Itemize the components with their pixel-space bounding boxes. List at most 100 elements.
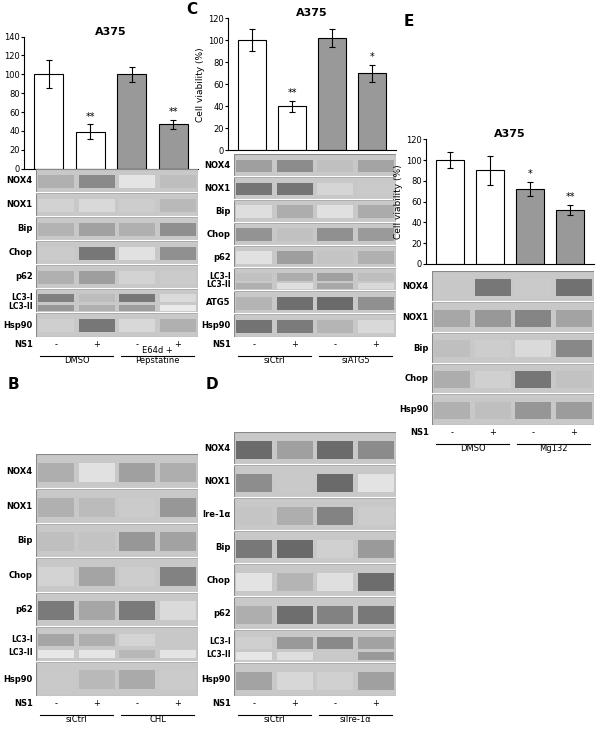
Bar: [119, 223, 155, 236]
Bar: [317, 507, 353, 525]
Bar: [277, 507, 313, 525]
Bar: [236, 637, 272, 649]
Text: Chop: Chop: [9, 571, 33, 580]
Text: Hsp90: Hsp90: [202, 321, 231, 331]
Bar: [317, 605, 353, 624]
Bar: [317, 671, 353, 690]
Bar: [317, 572, 353, 591]
Bar: [278, 106, 306, 150]
Text: Bip: Bip: [215, 207, 231, 216]
Text: siCtrl: siCtrl: [263, 715, 286, 724]
Text: Bip: Bip: [17, 224, 33, 233]
Text: LC3-I: LC3-I: [209, 638, 231, 647]
Text: p62: p62: [213, 609, 231, 619]
Bar: [476, 171, 504, 264]
Bar: [79, 601, 115, 620]
Text: D: D: [206, 377, 218, 392]
Text: LC3-II: LC3-II: [8, 302, 33, 311]
Bar: [358, 441, 394, 459]
Bar: [79, 271, 115, 284]
Text: Bip: Bip: [413, 344, 429, 353]
Bar: [277, 539, 313, 558]
Bar: [236, 605, 272, 624]
Bar: [277, 320, 313, 333]
Text: +: +: [292, 340, 298, 349]
Bar: [160, 199, 196, 212]
Bar: [79, 498, 115, 517]
Bar: [38, 223, 74, 236]
Bar: [38, 671, 74, 690]
Bar: [515, 402, 551, 419]
Text: NOX1: NOX1: [7, 200, 33, 209]
Text: NS1: NS1: [14, 699, 33, 708]
Text: siIre-1α: siIre-1α: [340, 715, 371, 724]
Text: Bip: Bip: [215, 543, 231, 553]
Bar: [556, 371, 592, 388]
Bar: [277, 572, 313, 591]
Bar: [556, 340, 592, 358]
Bar: [79, 532, 115, 551]
Bar: [119, 634, 155, 647]
Bar: [160, 319, 196, 332]
Bar: [556, 279, 592, 296]
Bar: [358, 671, 394, 690]
Text: +: +: [175, 699, 181, 708]
Bar: [317, 297, 353, 309]
Text: p62: p62: [15, 273, 33, 281]
Y-axis label: Cell viability (%): Cell viability (%): [196, 47, 205, 122]
Text: **: **: [169, 107, 178, 117]
Bar: [38, 567, 74, 586]
Bar: [434, 340, 470, 358]
Bar: [119, 247, 155, 260]
Bar: [475, 309, 511, 327]
Bar: [160, 532, 196, 551]
Bar: [38, 247, 74, 260]
Text: LC3-I: LC3-I: [209, 272, 231, 281]
Text: NOX4: NOX4: [205, 161, 231, 170]
Bar: [236, 507, 272, 525]
Bar: [119, 305, 155, 311]
Text: -: -: [136, 699, 139, 708]
Title: A375: A375: [296, 8, 328, 18]
Bar: [119, 174, 155, 188]
Bar: [236, 652, 272, 660]
Bar: [515, 309, 551, 327]
Bar: [358, 652, 394, 660]
Bar: [358, 251, 394, 264]
Text: NOX1: NOX1: [205, 477, 231, 487]
Bar: [38, 649, 74, 658]
Bar: [119, 532, 155, 551]
Text: E: E: [404, 15, 414, 29]
Bar: [515, 340, 551, 358]
Bar: [277, 652, 313, 660]
Bar: [38, 498, 74, 517]
Text: C: C: [186, 2, 197, 18]
Text: -: -: [334, 699, 337, 708]
Bar: [317, 637, 353, 649]
Y-axis label: Cell viability (%): Cell viability (%): [394, 164, 403, 239]
Text: siATG5: siATG5: [341, 356, 370, 365]
Bar: [160, 634, 196, 647]
Bar: [358, 160, 394, 172]
Text: +: +: [373, 340, 379, 349]
Bar: [277, 605, 313, 624]
Bar: [277, 474, 313, 492]
Bar: [317, 229, 353, 241]
Bar: [436, 160, 464, 264]
Text: Chop: Chop: [9, 248, 33, 257]
Bar: [475, 279, 511, 296]
Bar: [317, 284, 353, 289]
Bar: [236, 297, 272, 309]
Text: +: +: [571, 428, 577, 437]
Bar: [358, 572, 394, 591]
Text: *: *: [370, 52, 374, 62]
Bar: [160, 305, 196, 311]
Bar: [160, 223, 196, 236]
Y-axis label: Cell viability (%): Cell viability (%): [0, 65, 1, 140]
Bar: [358, 205, 394, 218]
Bar: [76, 132, 105, 169]
Bar: [38, 271, 74, 284]
Bar: [434, 309, 470, 327]
Bar: [358, 284, 394, 289]
Text: NOX1: NOX1: [205, 184, 231, 193]
